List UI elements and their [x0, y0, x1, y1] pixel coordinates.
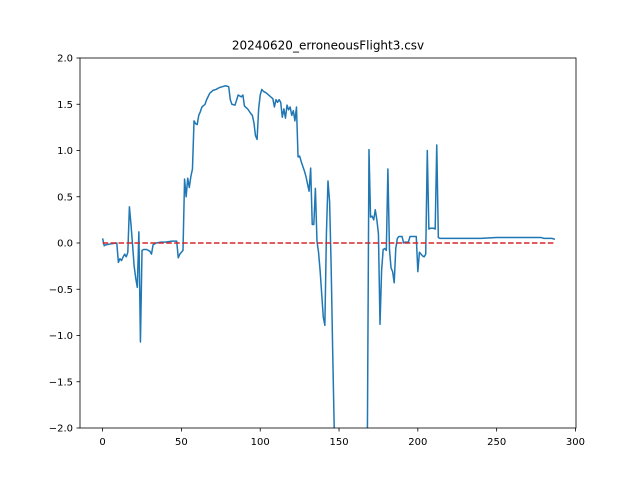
- x-tick-label: 300: [566, 437, 585, 448]
- series-line-1: [101, 85, 556, 428]
- x-tick-label: 150: [329, 437, 348, 448]
- y-tick-label: −0.5: [49, 285, 73, 296]
- chart-title: 20240620_erroneousFlight3.csv: [232, 39, 424, 53]
- series-layer: [101, 85, 556, 428]
- y-tick-label: 1.0: [57, 146, 73, 157]
- x-tick-label: 250: [487, 437, 506, 448]
- x-tick-label: 0: [99, 437, 105, 448]
- x-tick-label: 50: [175, 437, 188, 448]
- y-tick-label: 2.0: [57, 54, 73, 65]
- y-tick-label: 1.5: [57, 100, 73, 111]
- axes-layer: 0 50 100 150 200 250 300 −2.0 −1.5 −1.0 −0.5 0.0 0.5…: [49, 54, 585, 448]
- x-tick-label: 100: [251, 437, 270, 448]
- y-tick-label: 0.5: [57, 192, 73, 203]
- y-tick-label: −1.5: [49, 377, 73, 388]
- x-tick-label: 200: [408, 437, 427, 448]
- y-tick-label: −2.0: [49, 424, 73, 435]
- y-tick-label: 0.0: [57, 239, 73, 250]
- y-tick-label: −1.0: [49, 331, 73, 342]
